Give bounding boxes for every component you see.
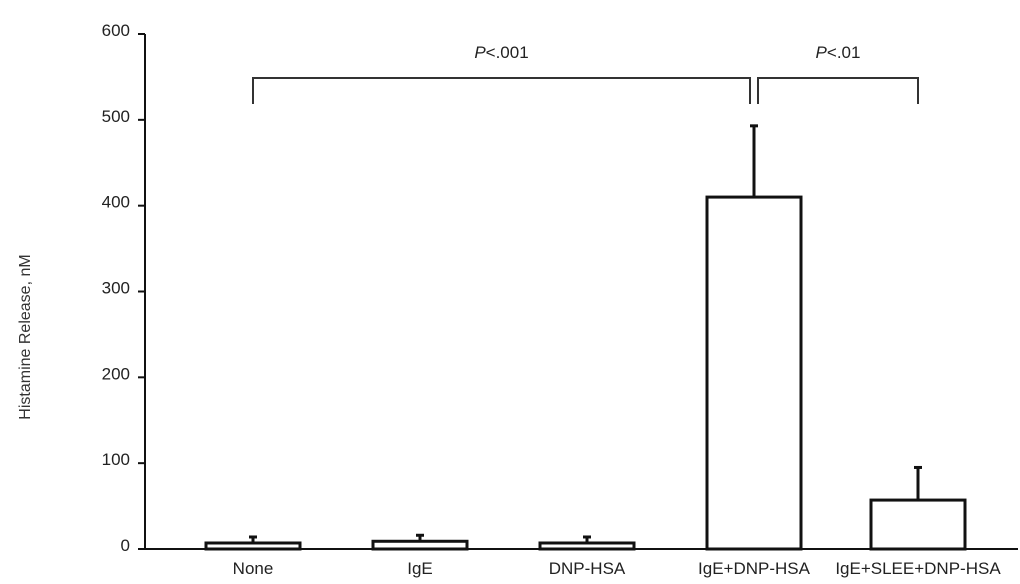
p-symbol: P (816, 43, 828, 62)
y-tick-label: 500 (102, 107, 130, 126)
bar (538, 541, 636, 551)
y-tick-label: 200 (102, 364, 130, 383)
bar (869, 498, 967, 551)
y-axis-label: Histamine Release, nM (17, 254, 34, 419)
x-category-label: DNP-HSA (549, 559, 626, 578)
y-tick-label: 300 (102, 279, 130, 298)
y-tick-label: 100 (102, 450, 130, 469)
x-category-label: IgE (407, 559, 433, 578)
x-category-label: None (233, 559, 274, 578)
significance-bracket (252, 77, 751, 104)
significance-label: P<.01 (816, 43, 861, 62)
p-value: <.001 (486, 43, 529, 62)
y-tick-label: 0 (121, 536, 130, 555)
p-symbol: P (474, 43, 486, 62)
y-tick-label: 400 (102, 193, 130, 212)
bar (371, 539, 469, 551)
significance-bracket (757, 77, 919, 104)
bars: None IgE DNP-HSA IgE+DNP-HSA IgE+SLEE+DNP-HS… (204, 124, 1001, 578)
bar (705, 195, 803, 551)
bar (204, 541, 302, 551)
x-category-label: IgE+DNP-HSA (698, 559, 811, 578)
y-tick-label: 600 (102, 21, 130, 40)
significance-label: P<.001 (474, 43, 528, 62)
significance-brackets: P<.001 P<.01 (252, 43, 919, 104)
axes: 0 100 200 300 400 500 600 (102, 21, 1018, 555)
p-value: <.01 (827, 43, 861, 62)
x-category-label: IgE+SLEE+DNP-HSA (835, 559, 1001, 578)
